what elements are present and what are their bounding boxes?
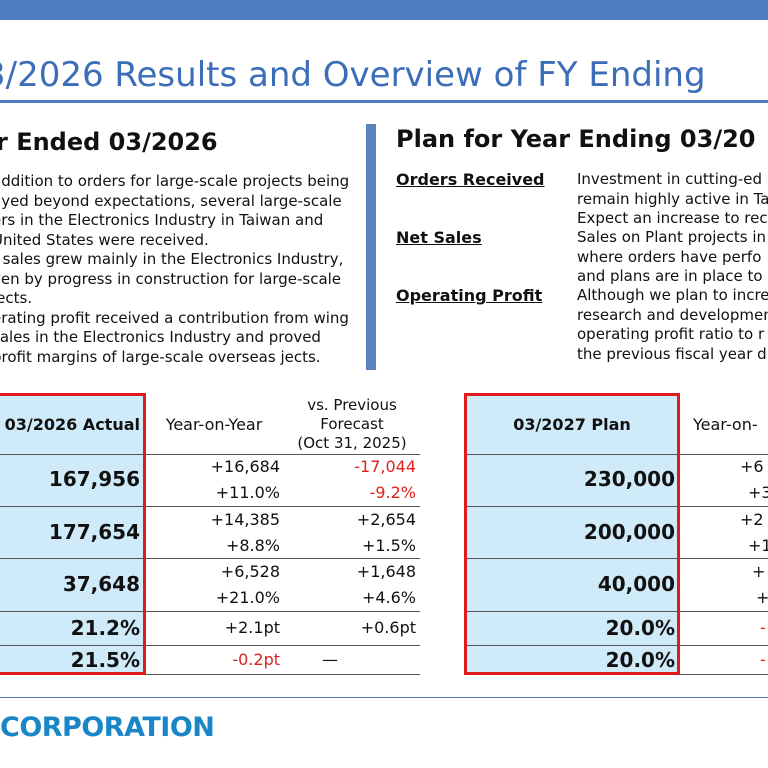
- table-rule: [0, 454, 420, 455]
- results-heading: r Ended 03/2026: [0, 128, 218, 156]
- results-text: addition to orders for large-scale proje…: [0, 172, 362, 367]
- plan-desc-operating-profit: Although we plan to incre research and d…: [577, 286, 768, 364]
- vs-forecast-value: +0.6pt: [360, 618, 416, 637]
- yoy-value: +11.0%: [215, 483, 280, 502]
- vs-forecast-header: vs. Previous Forecast (Oct 31, 2025): [290, 396, 414, 453]
- table-rule: [467, 611, 768, 612]
- actual-value: 37,648: [62, 572, 140, 596]
- plan-operating-profit: Operating Profit Although we plan to inc…: [396, 286, 768, 370]
- actual-column-header: 03/2026 Actual: [4, 415, 140, 434]
- table-rule: [0, 674, 420, 675]
- plan-line: remain highly active in Ta: [577, 189, 768, 208]
- plan-net-sales: Net Sales Sales on Plant projects in whe…: [396, 228, 768, 300]
- plan-yoy-value: +: [756, 588, 768, 607]
- section-divider: [366, 124, 376, 370]
- vs-forecast-header-line: (Oct 31, 2025): [297, 434, 407, 452]
- plan-yoy-value: +: [752, 562, 766, 581]
- actual-value: 21.2%: [70, 616, 140, 640]
- results-paragraph-2: t sales grew mainly in the Electronics I…: [0, 250, 344, 307]
- plan-heading: Plan for Year Ending 03/20: [396, 125, 756, 153]
- plan-orders-received: Orders Received Investment in cutting-ed…: [396, 170, 768, 242]
- page-title: 3/2026 Results and Overview of FY Ending: [0, 55, 706, 95]
- plan-line: Expect an increase to rec: [577, 209, 768, 227]
- actual-value: 177,654: [48, 520, 140, 544]
- footer-rule: [0, 697, 768, 698]
- yoy-value: -0.2pt: [232, 650, 280, 669]
- vs-forecast-value: +1,648: [356, 562, 416, 581]
- yoy-value: +21.0%: [215, 588, 280, 607]
- plan-line: where orders have perfo: [577, 247, 762, 266]
- table-rule: [0, 645, 420, 646]
- table-rule: [0, 558, 420, 559]
- plan-yoy-column-header: Year-on-: [693, 415, 758, 434]
- plan-desc-orders: Investment in cutting-ed remain highly a…: [577, 170, 768, 229]
- table-rule: [467, 454, 768, 455]
- plan-line: Although we plan to incre: [577, 286, 768, 304]
- plan-desc-net-sales: Sales on Plant projects in where orders …: [577, 228, 768, 287]
- table-rule: [467, 645, 768, 646]
- plan-yoy-value: +3: [748, 483, 768, 502]
- table-rule: [0, 611, 420, 612]
- plan-value: 230,000: [583, 467, 675, 491]
- actual-highlight-box: [0, 393, 146, 675]
- plan-yoy-value: -: [760, 650, 766, 669]
- top-banner: [0, 0, 768, 20]
- yoy-value: +2.1pt: [224, 618, 280, 637]
- actual-column-bg: [0, 396, 143, 674]
- plan-value: 20.0%: [605, 648, 675, 672]
- yoy-column-header: Year-on-Year: [165, 415, 263, 434]
- company-logo-text: CORPORATION: [0, 712, 215, 743]
- plan-value: 40,000: [597, 572, 675, 596]
- vs-forecast-header-line: vs. Previous: [307, 396, 397, 414]
- yoy-value: +16,684: [210, 457, 280, 476]
- plan-yoy-value: +1: [748, 536, 768, 555]
- table-rule: [467, 506, 768, 507]
- plan-yoy-value: +6: [740, 457, 764, 476]
- table-rule: [467, 558, 768, 559]
- table-rule: [0, 506, 420, 507]
- plan-label-net-sales: Net Sales: [396, 228, 482, 247]
- vs-forecast-value: +2,654: [356, 510, 416, 529]
- plan-column-bg: [467, 396, 677, 674]
- actual-value: 21.5%: [70, 648, 140, 672]
- vs-forecast-value: +4.6%: [361, 588, 416, 607]
- vs-forecast-value: —: [322, 650, 338, 669]
- vs-forecast-value: -9.2%: [369, 483, 416, 502]
- plan-value: 20.0%: [605, 616, 675, 640]
- plan-line: research and developmen: [577, 305, 768, 324]
- plan-label-orders: Orders Received: [396, 170, 545, 189]
- plan-value: 200,000: [583, 520, 675, 544]
- results-paragraph-1: addition to orders for large-scale proje…: [0, 172, 350, 249]
- plan-highlight-box: [464, 393, 680, 675]
- actual-value: 167,956: [48, 467, 140, 491]
- plan-yoy-value: -: [760, 618, 766, 637]
- plan-label-operating-profit: Operating Profit: [396, 286, 543, 305]
- plan-yoy-value: +2: [740, 510, 764, 529]
- plan-line: and plans are in place to: [577, 267, 763, 285]
- plan-line: operating profit ratio to r: [577, 325, 765, 343]
- plan-line: Investment in cutting-ed: [577, 170, 763, 188]
- vs-forecast-header-line: Forecast: [320, 415, 384, 433]
- yoy-value: +14,385: [210, 510, 280, 529]
- vs-forecast-value: -17,044: [354, 457, 416, 476]
- yoy-value: +8.8%: [225, 536, 280, 555]
- plan-line: Sales on Plant projects in: [577, 228, 767, 246]
- vs-forecast-value: +1.5%: [361, 536, 416, 555]
- plan-column-header: 03/2027 Plan: [513, 415, 631, 434]
- results-paragraph-3: erating profit received a contribution f…: [0, 308, 349, 366]
- yoy-value: +6,528: [220, 562, 280, 581]
- title-underline: [0, 100, 768, 103]
- plan-line: the previous fiscal year d: [577, 344, 767, 363]
